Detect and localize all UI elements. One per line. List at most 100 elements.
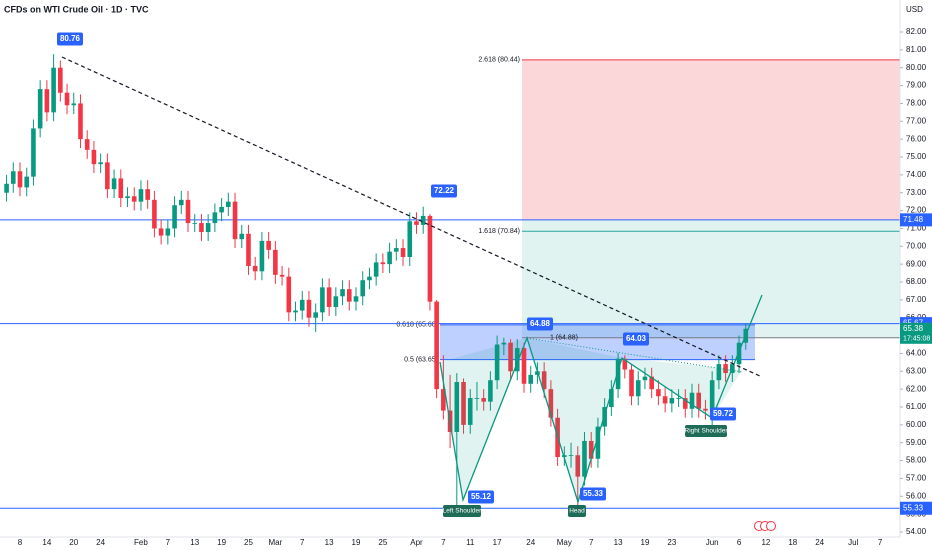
candle-body [226, 201, 231, 207]
candle-body [306, 299, 312, 318]
y-tick-label: 76.00 [906, 134, 927, 143]
y-tick-label: 67.00 [906, 295, 927, 304]
candle-body [454, 382, 460, 432]
x-tick-label: 11 [466, 538, 475, 547]
event-icon [766, 521, 776, 531]
x-tick-label: 25 [378, 538, 387, 547]
labels: 80.76 72.22 64.88 64.03 59.72 55.12 55.33 Left … [57, 32, 932, 517]
candle-body [64, 92, 70, 106]
candle-body [400, 248, 406, 257]
candle-body [588, 440, 594, 459]
candle-body [568, 455, 574, 457]
candle-body [414, 221, 419, 225]
candle-body [441, 389, 446, 411]
candle-body [662, 396, 668, 404]
candle-body [192, 223, 198, 224]
x-tick-label: 13 [614, 538, 623, 547]
x-tick-label: 7 [166, 538, 171, 547]
y-tick-label: 75.00 [906, 152, 927, 161]
x-tick-label: 13 [190, 538, 199, 547]
candle-body [125, 196, 130, 199]
candle-body [145, 189, 150, 200]
candle-body [387, 251, 392, 265]
price-label-box [527, 317, 553, 331]
x-tick-label: Mar [268, 538, 282, 547]
price-label: 64.88 [530, 319, 551, 328]
x-tick-label: May [557, 538, 572, 547]
candle-body [152, 199, 157, 229]
candle-body [313, 312, 318, 318]
candle-body [736, 342, 742, 365]
candle-body [172, 205, 177, 229]
pattern-label-box [685, 425, 727, 437]
candle-body [380, 262, 386, 265]
candle-body [185, 199, 191, 224]
candle-body [205, 223, 211, 232]
y-tick-label: 69.00 [906, 259, 927, 268]
candle-body [494, 344, 500, 381]
price-label: 72.22 [434, 186, 455, 195]
x-tick-label: 17 [493, 538, 502, 547]
candle-body [716, 364, 722, 381]
y-tick-label: 82.00 [906, 27, 927, 36]
y-tick-label: 61.00 [906, 402, 927, 411]
fib-zone [440, 324, 755, 360]
price-label-box [580, 487, 606, 501]
candle-body [333, 296, 339, 307]
countdown: 17:45:08 [903, 336, 930, 343]
price-label: 55.33 [583, 489, 604, 498]
candle-body [548, 389, 554, 418]
candle-body [165, 228, 171, 236]
y-tick-label: 62.00 [906, 384, 927, 393]
candle-body [24, 176, 30, 188]
x-tick-label: 20 [69, 538, 78, 547]
candle-body [51, 67, 56, 113]
candle-body [514, 348, 520, 372]
candle-body [246, 233, 251, 266]
candle-body [649, 376, 654, 390]
candle-body [44, 89, 50, 113]
pattern-label: Head [569, 508, 585, 515]
y-tick-label: 73.00 [906, 188, 927, 197]
x-tick-label: 25 [244, 538, 253, 547]
candle-body [367, 276, 372, 281]
x-tick-label: 19 [352, 538, 361, 547]
candle-body [474, 398, 480, 399]
neckline [526, 337, 743, 373]
y-tick-label: 57.00 [906, 474, 927, 483]
profit-zone [522, 219, 900, 338]
candle-body [635, 380, 641, 397]
price-label-box [57, 32, 83, 46]
x-tick-label: 13 [325, 538, 334, 547]
candle-body [91, 149, 97, 165]
y-tick-label: 59.00 [906, 438, 927, 447]
fib-label: 1 (64.88) [550, 335, 578, 342]
candle-body [71, 103, 77, 106]
candle-body [273, 249, 278, 275]
price-label: 55.12 [471, 492, 492, 501]
x-tick-label: 14 [42, 538, 51, 547]
candle-body [609, 389, 614, 407]
candle-body [279, 274, 285, 277]
x-tick-label: Apr [410, 538, 423, 547]
axis-level-box [900, 213, 932, 227]
candle-body [239, 233, 245, 240]
candle-body [407, 221, 413, 257]
x-tick-label: 24 [96, 538, 105, 547]
candle-body [528, 374, 534, 384]
candle-body [10, 171, 16, 184]
candle-body [427, 215, 433, 302]
candle-body [541, 371, 547, 390]
x-tick-label: 24 [815, 538, 824, 547]
candle-body [17, 171, 23, 188]
x-tick-label: 7 [441, 538, 446, 547]
candle-body [709, 380, 715, 411]
candle-body [138, 189, 144, 202]
candle-body [689, 392, 695, 409]
pattern-label: Right Shoulder [685, 428, 729, 435]
candle-body [111, 178, 117, 190]
candle-body [521, 348, 527, 384]
candle-body [501, 342, 507, 345]
candle-body [696, 392, 702, 409]
